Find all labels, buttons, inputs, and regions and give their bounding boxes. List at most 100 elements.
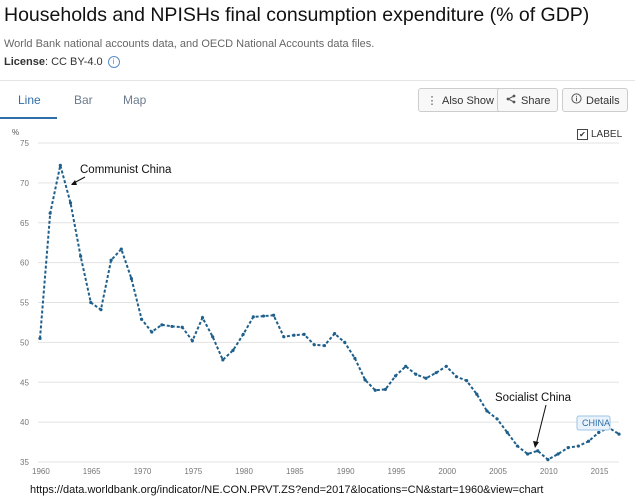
x-tick-label: 1975 xyxy=(184,467,202,476)
data-point xyxy=(434,371,438,375)
y-tick-label: 50 xyxy=(20,338,29,347)
data-point xyxy=(454,375,459,379)
data-point xyxy=(465,379,469,383)
data-point xyxy=(525,452,530,456)
license-value: : CC BY-4.0 xyxy=(44,56,103,68)
x-tick-label: 1995 xyxy=(388,467,406,476)
data-point xyxy=(536,449,540,453)
label-toggle-text: LABEL xyxy=(591,129,623,141)
y-tick-label: 55 xyxy=(20,299,29,308)
data-point xyxy=(495,417,499,421)
data-point xyxy=(68,201,73,205)
data-point xyxy=(373,388,377,392)
y-tick-label: 35 xyxy=(20,458,29,467)
data-point xyxy=(363,378,367,382)
data-point xyxy=(150,330,154,334)
data-point xyxy=(332,332,337,336)
data-point xyxy=(475,392,479,396)
data-point xyxy=(353,356,357,360)
x-tick-label: 2000 xyxy=(438,467,456,476)
data-point xyxy=(99,308,103,312)
data-point xyxy=(292,333,296,337)
share-button[interactable]: Share xyxy=(497,88,559,113)
data-point xyxy=(261,314,266,318)
x-tick-label: 2010 xyxy=(540,467,558,476)
page-title: Households and NPISHs final consumption … xyxy=(4,4,590,26)
info-icon[interactable]: i xyxy=(107,56,120,69)
data-point xyxy=(505,430,509,435)
share-label: Share xyxy=(521,95,551,107)
data-point xyxy=(79,254,83,258)
data-point xyxy=(546,458,550,462)
details-button[interactable]: Details xyxy=(562,88,628,112)
annotation-peak: Communist China xyxy=(80,164,172,176)
info-circle-icon xyxy=(569,89,583,113)
data-point xyxy=(190,339,194,343)
y-tick-label: 40 xyxy=(20,418,29,427)
data-point xyxy=(515,444,520,448)
data-point xyxy=(231,348,235,352)
data-point xyxy=(617,432,621,436)
x-tick-label: 1960 xyxy=(32,467,50,476)
label-checkbox[interactable]: ✔ xyxy=(577,129,588,140)
active-tab-indicator xyxy=(0,117,57,119)
source-url: https://data.worldbank.org/indicator/NE.… xyxy=(30,484,544,496)
x-tick-label: 1990 xyxy=(337,467,355,476)
share-icon xyxy=(504,89,518,113)
more-vertical-icon: ⋮ xyxy=(426,95,438,107)
data-point xyxy=(302,332,306,336)
annotation-trough-arrowhead xyxy=(533,441,539,448)
data-point xyxy=(109,258,113,262)
tab-map[interactable]: Map xyxy=(123,93,147,107)
data-point xyxy=(251,315,255,319)
data-point xyxy=(312,343,316,347)
details-label: Details xyxy=(586,95,620,107)
data-point xyxy=(485,409,489,413)
series-line-china xyxy=(39,165,620,461)
x-tick-label: 1965 xyxy=(83,467,101,476)
x-tick-label: 1980 xyxy=(235,467,253,476)
data-point xyxy=(586,439,591,443)
data-point xyxy=(576,444,580,448)
data-point xyxy=(424,376,428,380)
data-point xyxy=(180,325,184,329)
x-tick-label: 1970 xyxy=(134,467,152,476)
series-label-tag: CHINA xyxy=(576,415,611,431)
also-show-label: Also Show xyxy=(442,95,494,107)
y-tick-label: 70 xyxy=(20,179,29,188)
data-point xyxy=(404,364,408,368)
data-point xyxy=(221,358,225,362)
y-axis-unit: % xyxy=(12,128,20,137)
data-point xyxy=(211,335,215,339)
y-tick-label: 60 xyxy=(20,259,29,268)
x-tick-label: 1985 xyxy=(286,467,304,476)
license-label: License xyxy=(4,56,45,68)
data-point xyxy=(272,313,276,317)
y-tick-label: 75 xyxy=(20,139,29,148)
tab-line[interactable]: Line xyxy=(18,93,41,107)
data-point xyxy=(444,364,448,368)
x-tick-label: 2005 xyxy=(489,467,507,476)
data-point xyxy=(119,247,123,251)
data-point xyxy=(393,374,398,378)
data-point xyxy=(38,336,42,340)
data-point xyxy=(89,300,93,305)
tab-bar[interactable]: Bar xyxy=(74,93,93,107)
data-point xyxy=(383,387,387,392)
label-toggle[interactable]: ✔ LABEL xyxy=(577,129,622,140)
data-point xyxy=(597,430,601,435)
data-point xyxy=(170,324,174,329)
data-point xyxy=(322,343,327,348)
data-point xyxy=(282,335,286,339)
annotation-peak-arrowhead xyxy=(71,180,77,185)
annotation-trough-arrow xyxy=(535,404,547,446)
data-point xyxy=(566,446,570,450)
data-point xyxy=(414,372,418,376)
license-row: License: CC BY-4.0 i xyxy=(4,56,120,69)
data-point xyxy=(556,452,560,456)
data-point xyxy=(343,340,347,344)
data-point xyxy=(241,332,245,336)
data-point xyxy=(58,163,62,167)
x-tick-label: 2015 xyxy=(591,467,609,476)
